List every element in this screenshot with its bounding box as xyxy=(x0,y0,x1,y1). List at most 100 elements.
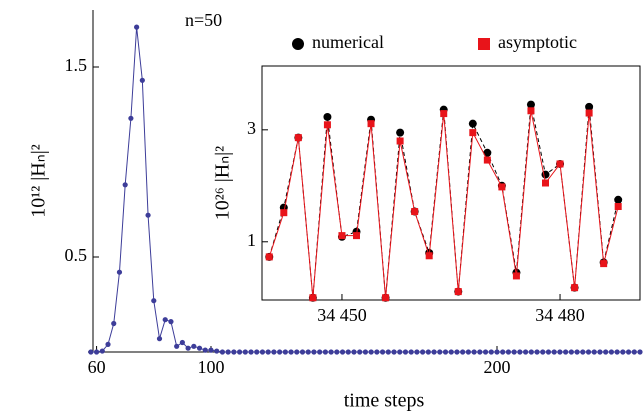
x-tick-label: 60 xyxy=(88,357,106,377)
circle-marker xyxy=(540,349,546,355)
circle-marker xyxy=(105,341,111,347)
circle-marker xyxy=(379,349,386,355)
circle-marker xyxy=(454,349,460,355)
circle-marker xyxy=(614,349,620,355)
circle-marker xyxy=(282,349,288,355)
circle-marker xyxy=(93,349,100,355)
circle-marker xyxy=(482,349,489,355)
circle-marker xyxy=(162,317,168,323)
circle-marker xyxy=(545,349,552,355)
circle-marker xyxy=(437,349,443,355)
y-tick-label: 0.5 xyxy=(65,245,88,265)
circle-marker xyxy=(323,112,332,121)
circle-marker xyxy=(294,349,300,355)
y-tick-label: 1.5 xyxy=(65,55,88,75)
circle-marker xyxy=(534,349,540,355)
circle-marker xyxy=(368,349,374,355)
circle-marker xyxy=(448,349,454,355)
square-marker xyxy=(483,156,491,164)
circle-marker xyxy=(236,349,243,355)
circle-marker xyxy=(631,349,637,355)
circle-marker xyxy=(225,349,231,355)
y-tick-label: 1 xyxy=(247,230,256,250)
square-marker xyxy=(425,252,433,260)
circle-marker xyxy=(563,349,569,355)
circle-marker xyxy=(402,349,409,355)
circle-marker xyxy=(591,349,597,355)
circle-marker xyxy=(214,348,220,354)
circle-marker xyxy=(231,349,237,355)
circle-marker xyxy=(568,349,574,355)
circle-marker xyxy=(408,349,414,355)
circle-marker xyxy=(528,349,534,355)
circle-marker xyxy=(139,77,145,83)
circle-marker xyxy=(585,102,594,111)
circle-marker xyxy=(468,119,477,128)
circle-marker xyxy=(557,349,563,355)
circle-marker xyxy=(385,349,391,355)
circle-marker xyxy=(477,349,483,355)
circle-marker xyxy=(608,349,614,355)
square-marker xyxy=(498,183,506,191)
circle-marker xyxy=(460,349,466,355)
circle-marker xyxy=(517,349,523,355)
square-marker xyxy=(600,260,608,268)
circle-marker xyxy=(425,349,431,355)
circle-marker xyxy=(574,349,580,355)
circle-marker xyxy=(500,349,506,355)
circle-marker xyxy=(122,182,128,188)
circle-marker xyxy=(505,349,512,355)
circle-marker xyxy=(551,349,557,355)
square-marker xyxy=(265,253,273,261)
x-tick-label: 34 450 xyxy=(317,305,367,325)
circle-marker xyxy=(208,347,214,353)
circle-marker xyxy=(185,345,191,351)
square-marker xyxy=(469,129,477,137)
circle-marker xyxy=(603,349,609,355)
circle-marker xyxy=(242,349,248,355)
circle-marker xyxy=(151,298,157,304)
circle-marker xyxy=(88,349,94,355)
circle-marker xyxy=(299,349,306,355)
circle-marker xyxy=(522,349,529,355)
square-marker xyxy=(512,272,520,280)
circle-marker xyxy=(128,115,134,121)
square-marker xyxy=(353,232,360,240)
circle-marker xyxy=(597,349,603,355)
circle-marker xyxy=(202,347,208,353)
circle-marker xyxy=(345,349,351,355)
square-marker xyxy=(542,179,549,187)
legend-marker xyxy=(292,38,304,50)
circle-marker xyxy=(196,345,203,351)
circle-marker xyxy=(134,24,140,30)
square-marker xyxy=(294,134,302,142)
square-marker xyxy=(571,284,579,292)
x-tick-label: 34 480 xyxy=(535,305,585,325)
circle-marker xyxy=(254,349,260,355)
x-axis-label: time steps xyxy=(344,390,425,412)
circle-marker xyxy=(191,343,197,349)
circle-marker xyxy=(585,349,592,355)
square-marker xyxy=(556,160,564,168)
circle-marker xyxy=(625,349,632,355)
circle-marker xyxy=(111,320,117,327)
square-marker xyxy=(338,232,346,240)
circle-marker xyxy=(317,349,323,355)
circle-marker xyxy=(99,348,105,354)
circle-marker xyxy=(420,349,426,355)
circle-marker xyxy=(305,349,311,355)
circle-marker xyxy=(391,349,397,355)
circle-marker xyxy=(431,349,437,355)
circle-marker xyxy=(511,349,517,355)
legend-label: numerical xyxy=(312,32,384,52)
circle-marker xyxy=(488,349,494,355)
legend-label: asymptotic xyxy=(498,32,577,52)
square-marker xyxy=(396,137,404,145)
circle-marker xyxy=(396,128,405,137)
circle-marker xyxy=(357,349,363,355)
circle-marker xyxy=(471,349,477,355)
circle-marker xyxy=(259,349,266,355)
circle-marker xyxy=(374,349,380,355)
circle-marker xyxy=(494,349,500,355)
square-marker xyxy=(585,109,593,117)
